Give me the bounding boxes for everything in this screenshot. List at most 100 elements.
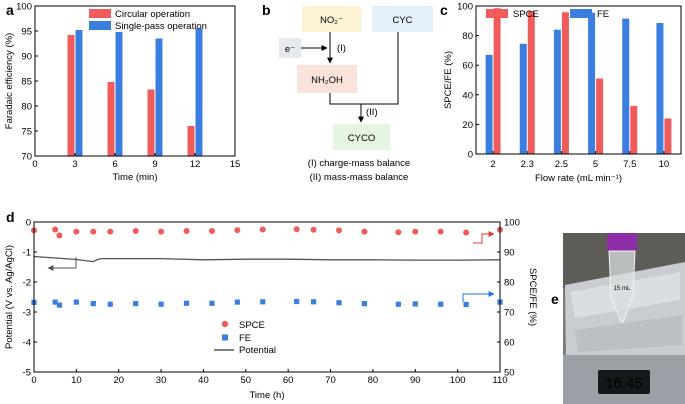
bar-fe [588, 12, 596, 154]
legend-label: Single-pass operation [115, 21, 207, 32]
spce-point [183, 228, 190, 234]
cyco-box [333, 124, 390, 150]
x-tick-label: 60 [283, 375, 294, 386]
y-tick-label: -1 [23, 248, 31, 259]
fe-point [311, 299, 317, 305]
y-tick-label: 20 [462, 120, 473, 131]
x-tick-label: 10 [71, 375, 82, 386]
panel-label-c: c [440, 2, 448, 18]
cyco-label: CYCO [348, 133, 375, 144]
reaction-diagram: NO₂⁻ CYC e⁻ (I) NH₂OH (II) CYCO (I) char… [279, 6, 433, 183]
plot-frame-a [34, 5, 236, 157]
x-tick-label: 12 [190, 159, 201, 170]
y-tick-label: 40 [462, 90, 473, 101]
y2-tick-label: 100 [504, 218, 520, 229]
legend-label: SPCE [513, 9, 539, 20]
scale-display [598, 370, 650, 394]
spce-point [259, 226, 266, 233]
y2-tick-label: 70 [504, 308, 515, 319]
y2-tick-label: 80 [504, 278, 515, 289]
centrifuge-tube [608, 250, 636, 323]
potential-axis-arrow [47, 257, 77, 271]
x-axis-label: Time (min) [112, 172, 157, 183]
bar-circular [147, 89, 155, 156]
bar-circular [187, 126, 195, 156]
x-tick-label: 5 [593, 159, 598, 170]
chart-a: 70 75 80 85 90 95 100 0 3 6 9 12 15 Time (min) Faradai… [4, 2, 240, 184]
plot-frame-c [475, 5, 682, 155]
bar-spce [664, 118, 672, 154]
cyc-label: CYC [392, 15, 412, 26]
fe-point [234, 299, 240, 305]
y-tick-label: -2 [23, 278, 31, 289]
step1-label: (I) [337, 43, 346, 54]
y-tick-label: 60 [462, 61, 473, 72]
spce-point [208, 228, 215, 234]
spce-point [336, 227, 343, 234]
bar-single-pass [155, 38, 163, 156]
bar-single-pass [115, 32, 123, 156]
potential-line [33, 255, 501, 263]
fe-point [361, 301, 368, 307]
y-tick-label: -3 [23, 308, 31, 319]
bar-spce [527, 11, 535, 155]
bar-circular [107, 82, 115, 156]
fe-point [90, 301, 96, 307]
legend-fe-marker [222, 334, 228, 341]
bar-single-pass [195, 28, 203, 156]
spce-point [158, 228, 165, 235]
scale-reading: 16.45 [605, 375, 643, 392]
fe-point [183, 300, 190, 306]
spce-point [56, 232, 63, 239]
fe-point [56, 302, 63, 308]
legend-label: Circular operation [115, 9, 190, 20]
bar-fe [622, 18, 630, 154]
spce-point [437, 228, 444, 235]
bar-fe [519, 43, 527, 154]
y-axis-label: Potential (V vs. Ag/AgCl) [4, 245, 15, 349]
y2-tick-label: 90 [504, 248, 515, 259]
tube-label: 15 mL [614, 286, 631, 292]
bar-fe [656, 23, 664, 154]
spce-point [107, 228, 114, 235]
bar-spce [493, 8, 501, 154]
fe-point [412, 301, 418, 307]
fe-point [158, 301, 164, 307]
legend-label: SPCE [239, 320, 265, 331]
y-tick-label: 100 [457, 2, 473, 13]
y-tick-label: 80 [21, 102, 32, 113]
fe-point [336, 300, 342, 306]
legend-spce-marker [221, 320, 229, 328]
panel-label-a: a [6, 2, 14, 18]
nh2oh-box [297, 65, 357, 93]
caption-2: (II) mass-mass balance [310, 172, 409, 183]
y-tick-label: 95 [21, 27, 32, 38]
x-tick-label: 50 [241, 375, 252, 386]
spce-point [52, 226, 59, 233]
y-tick-label: 100 [16, 2, 32, 13]
fe-point [73, 299, 79, 305]
cyc-box [372, 6, 433, 32]
legend-label: Potential [239, 345, 276, 356]
y-tick-label: -5 [23, 368, 31, 379]
spce-point [90, 228, 97, 235]
y-tick-label: 80 [462, 31, 473, 42]
x-tick-label: 2 [490, 159, 495, 170]
x-tick-label: 20 [113, 375, 124, 386]
y-tick-label: 85 [21, 77, 32, 88]
merge-line [329, 32, 399, 105]
y-tick-label: 75 [21, 127, 32, 138]
photo-scale-with-tube: 16.45 15 mL [563, 233, 685, 404]
spce-point [395, 229, 402, 236]
y-tick-label: 90 [21, 52, 32, 63]
x-tick-label: 40 [198, 375, 209, 386]
y-axis-label: SPCE/FE (%) [443, 51, 454, 109]
y-tick-label: 0 [26, 218, 31, 229]
spce-point [361, 228, 368, 235]
tube-cap [607, 233, 637, 251]
x-tick-label: 110 [492, 375, 507, 386]
x-tick-label: 9 [152, 159, 157, 170]
fe-point [294, 298, 300, 305]
fe-axis-arrow [462, 291, 495, 302]
fe-point [463, 301, 469, 308]
